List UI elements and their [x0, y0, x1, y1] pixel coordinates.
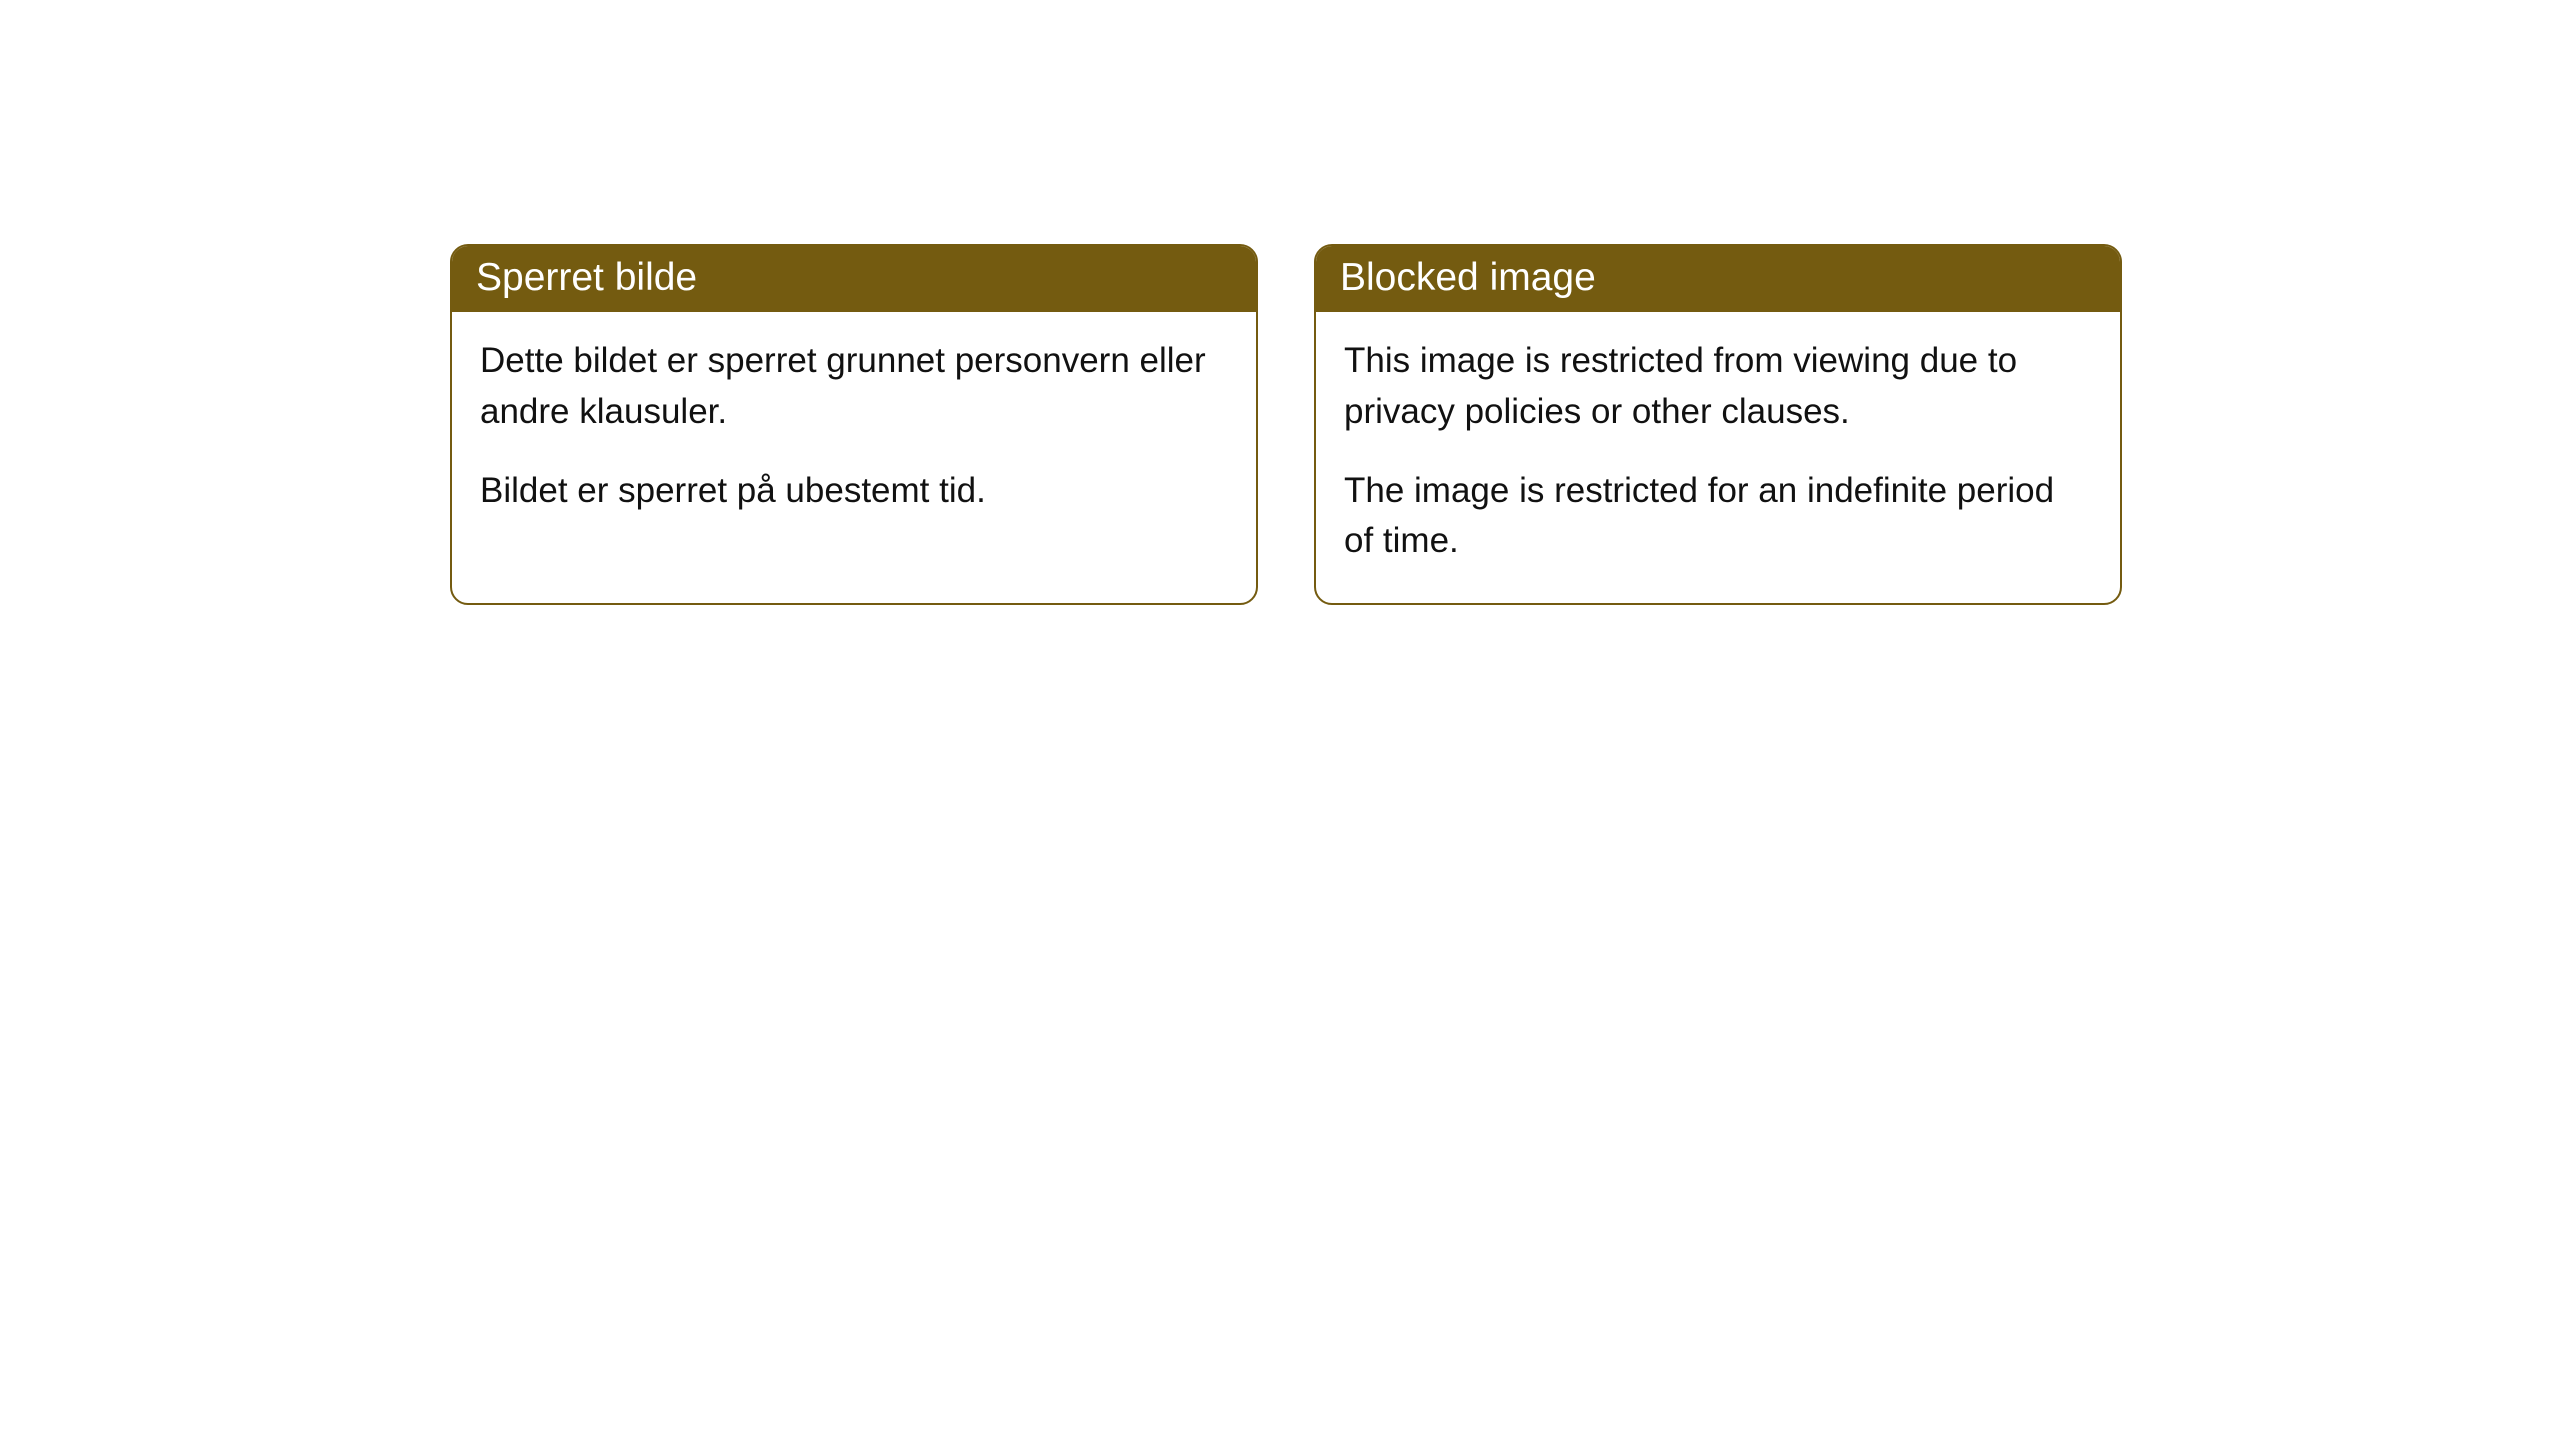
card-paragraph: This image is restricted from viewing du… — [1344, 336, 2092, 438]
card-container: Sperret bilde Dette bildet er sperret gr… — [0, 0, 2560, 605]
card-header: Blocked image — [1316, 246, 2120, 312]
card-english: Blocked image This image is restricted f… — [1314, 244, 2122, 605]
card-body: This image is restricted from viewing du… — [1316, 312, 2120, 603]
card-paragraph: Dette bildet er sperret grunnet personve… — [480, 336, 1228, 438]
card-norwegian: Sperret bilde Dette bildet er sperret gr… — [450, 244, 1258, 605]
card-paragraph: Bildet er sperret på ubestemt tid. — [480, 466, 1228, 517]
card-paragraph: The image is restricted for an indefinit… — [1344, 466, 2092, 568]
card-body: Dette bildet er sperret grunnet personve… — [452, 312, 1256, 552]
card-header: Sperret bilde — [452, 246, 1256, 312]
